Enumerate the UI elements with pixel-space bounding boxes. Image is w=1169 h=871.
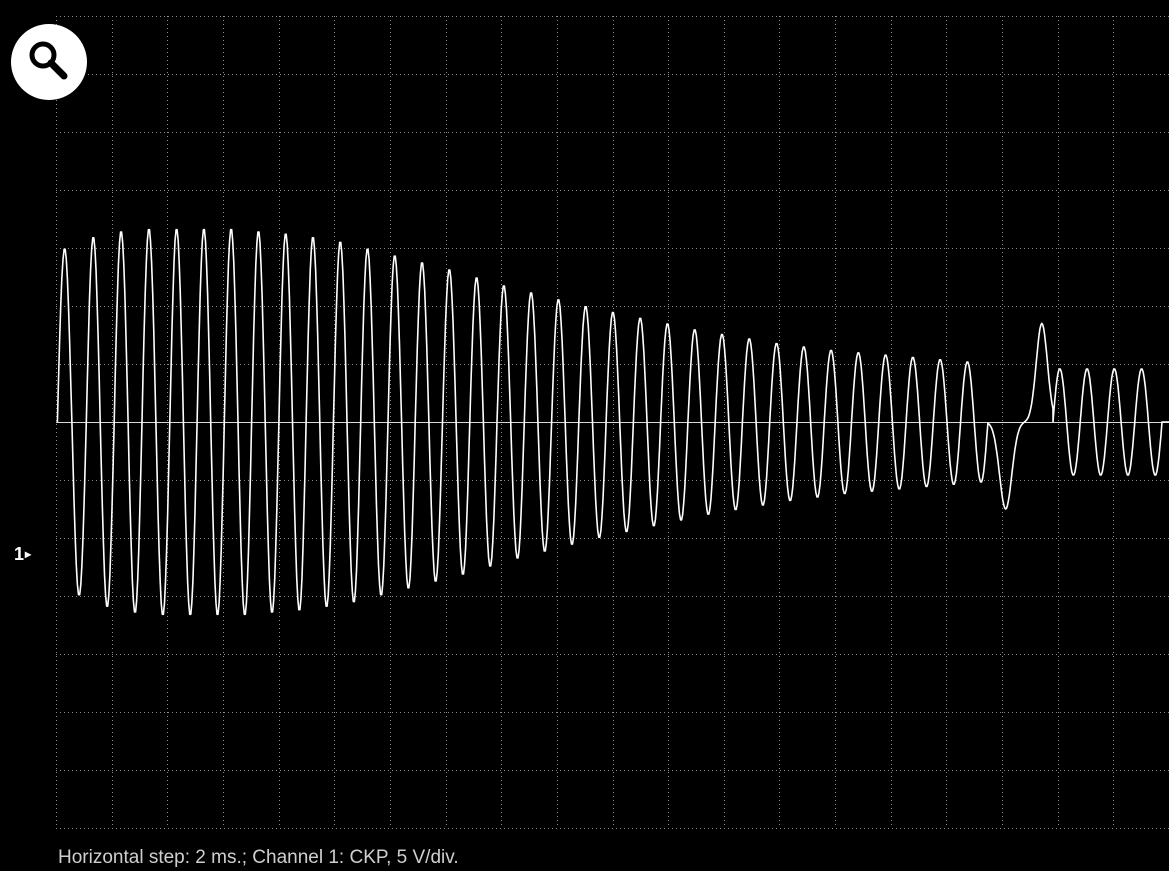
channel-1-marker[interactable]: 1▸ bbox=[14, 543, 31, 565]
channel-number: 1 bbox=[14, 544, 25, 564]
channel-1-trace bbox=[56, 228, 1169, 616]
status-line: Horizontal step: 2 ms.; Channel 1: CKP, … bbox=[58, 847, 459, 868]
arrow-right-icon: ▸ bbox=[25, 547, 32, 561]
magnifier-icon bbox=[29, 41, 68, 80]
grid bbox=[56, 16, 1169, 829]
zoom-button[interactable] bbox=[11, 24, 87, 100]
